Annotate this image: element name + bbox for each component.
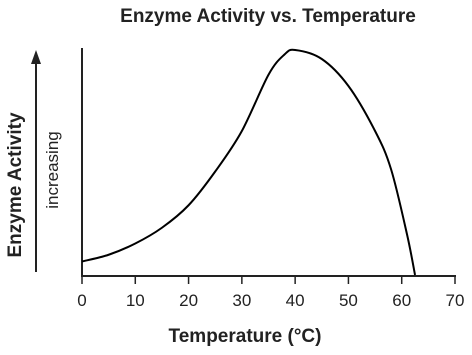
activity-curve xyxy=(81,48,417,276)
x-tick-label: 30 xyxy=(232,291,251,310)
x-tick-label: 70 xyxy=(446,291,465,310)
x-tick-label: 60 xyxy=(392,291,411,310)
x-axis-title: Temperature (°C) xyxy=(169,326,322,347)
chart-title: Enzyme Activity vs. Temperature xyxy=(120,6,416,27)
x-tick-label: 20 xyxy=(179,291,198,310)
arrow-head xyxy=(31,50,41,64)
x-tick-label: 0 xyxy=(77,291,86,310)
x-tick-label: 10 xyxy=(126,291,145,310)
x-tick-label: 50 xyxy=(339,291,358,310)
y-axis-annotation: increasing xyxy=(43,131,62,209)
x-tick-label: 40 xyxy=(286,291,305,310)
y-axis-title: Enzyme Activity xyxy=(5,112,26,257)
